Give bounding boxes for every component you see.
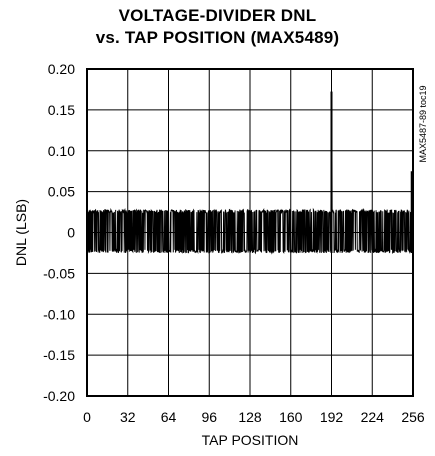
y-tick-label: -0.10 [43,306,75,322]
x-tick-label: 0 [83,409,91,425]
figure-code-note: MAX5487-89 toc19 [418,85,428,162]
y-tick-label: -0.20 [43,388,75,404]
x-tick-label: 128 [238,409,262,425]
y-tick-label: -0.15 [43,347,75,363]
dnl-series [86,91,414,255]
plot-frame [86,68,414,397]
y-tick-label: 0.20 [48,61,75,77]
chart-title-line1: VOLTAGE-DIVIDER DNL [118,6,317,25]
x-tick-label: 256 [401,409,425,425]
y-tick-label: -0.05 [43,265,75,281]
x-tick-label: 224 [361,409,385,425]
y-tick-label: 0.15 [48,102,75,118]
x-tick-label: 64 [161,409,177,425]
y-tick-label: 0 [67,225,75,241]
y-axis-label: DNL (LSB) [13,199,29,266]
chart-title-line2: vs. TAP POSITION (MAX5489) [95,28,340,47]
x-tick-label: 96 [201,409,217,425]
x-axis-label: TAP POSITION [202,432,299,448]
y-tick-label: 0.05 [48,184,75,200]
dnl-trace [86,91,414,255]
x-tick-labels: 0 32 64 96 128 160 192 224 256 [83,409,425,425]
y-tick-labels: 0.20 0.15 0.10 0.05 0 -0.05 -0.10 -0.15 -0.20 [43,61,75,404]
y-tick-label: 0.10 [48,143,75,159]
x-tick-label: 192 [320,409,344,425]
x-tick-label: 160 [279,409,303,425]
x-tick-label: 32 [120,409,136,425]
